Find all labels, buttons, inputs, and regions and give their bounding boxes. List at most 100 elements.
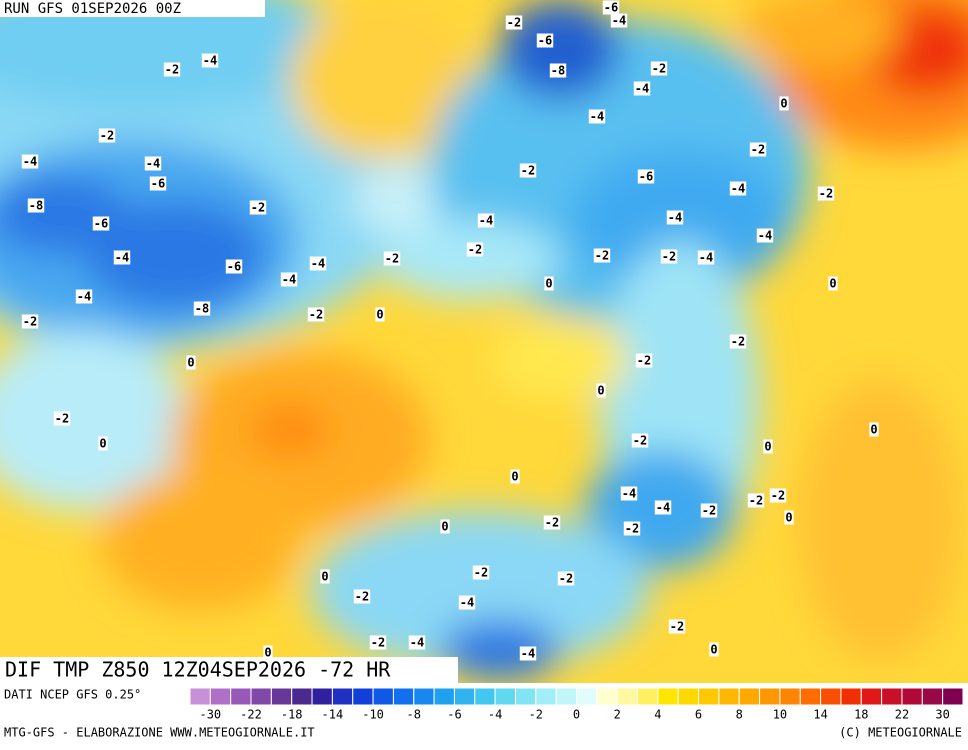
contour-label: 0 [596, 383, 606, 398]
colorbar-label: -4 [488, 708, 502, 722]
contour-label: -4 [280, 272, 298, 287]
colorbar-swatch [596, 687, 618, 706]
contour-label-text: -4 [479, 214, 493, 228]
contour-label-box [747, 493, 765, 508]
contour-label-text: -6 [604, 1, 618, 15]
contour-label-text: -4 [635, 82, 649, 96]
colorbar-swatch [433, 687, 455, 706]
contour-label-box [193, 301, 211, 316]
contour-label-box [637, 169, 655, 184]
contour-label: -2 [98, 128, 116, 143]
contour-label-box [98, 128, 116, 143]
colorbar-swatch [942, 687, 964, 706]
contour-label-box [869, 422, 879, 437]
contour-label: 0 [544, 276, 554, 291]
contour-label-text: -4 [460, 596, 474, 610]
contour-label: 0 [510, 469, 520, 484]
contour-label-box [98, 436, 108, 451]
footer-left: MTG-GFS - ELABORAZIONE WWW.METEOGIORNALE… [4, 726, 315, 740]
colorbar-swatch [738, 687, 761, 706]
contour-label-box [280, 272, 298, 287]
contour-label: -2 [249, 200, 267, 215]
contour-label: -4 [756, 228, 774, 243]
contour-label-box [620, 486, 638, 501]
colorbar-swatch [820, 687, 842, 706]
contour-label-box [660, 249, 678, 264]
contour-label-text: -2 [23, 315, 37, 329]
contour-label-text: -4 [622, 487, 636, 501]
contour-label-text: -2 [637, 354, 651, 368]
contour-label-text: -2 [355, 590, 369, 604]
contour-label-text: -2 [670, 620, 684, 634]
contour-label-box [519, 646, 537, 661]
contour-label-text: 0 [511, 470, 518, 484]
colorbar-swatch [250, 687, 272, 706]
contour-label-box [729, 181, 747, 196]
colorbar-swatch [860, 687, 883, 706]
colorbar-swatch [352, 687, 374, 706]
contour-label: -4 [729, 181, 747, 196]
contour-label-box [369, 635, 387, 650]
colorbar-label: -18 [281, 708, 303, 722]
data-source: DATI NCEP GFS 0.25° [4, 688, 141, 702]
contour-label: 0 [784, 510, 794, 525]
contour-label-text: -4 [311, 257, 325, 271]
contour-label-box [27, 198, 45, 213]
map-field: -2-6-4-6-2-4-8 -2-40-2-4-4 -4-6-2-2 -6-4 -2-… [0, 0, 968, 683]
colorbar-label: 30 [935, 708, 949, 722]
header-box [0, 0, 265, 17]
contour-label-text: -2 [819, 187, 833, 201]
contour-label-box [353, 589, 371, 604]
contour-label-text: 0 [780, 97, 787, 111]
contour-label-text: -4 [146, 157, 160, 171]
contour-label: -4 [144, 156, 162, 171]
contour-label: -4 [588, 109, 606, 124]
contour-label-text: -8 [551, 64, 565, 78]
contour-label-text: -2 [771, 489, 785, 503]
contour-label: -4 [620, 486, 638, 501]
contour-label-text: 0 [870, 423, 877, 437]
contour-label-box [510, 469, 520, 484]
contour-label: -2 [353, 589, 371, 604]
contour-label-box [186, 355, 196, 370]
colorbar-swatch [637, 687, 659, 706]
colorbar-label: -14 [322, 708, 344, 722]
contour-label-box [383, 251, 401, 266]
contour-label-box [144, 156, 162, 171]
contour-label: -6 [536, 33, 554, 48]
contour-label: -2 [729, 334, 747, 349]
colorbar-swatch [677, 687, 700, 706]
contour-label-text: -2 [595, 249, 609, 263]
contour-label-text: -2 [309, 308, 323, 322]
colorbar-swatch [291, 687, 313, 706]
contour-label-box [610, 13, 628, 28]
contour-label-text: -2 [55, 412, 69, 426]
colorbar-label: 10 [773, 708, 787, 722]
contour-label-box [225, 259, 243, 274]
contour-label: -4 [408, 635, 426, 650]
contour-label: -4 [610, 13, 628, 28]
contour-label-text: -2 [468, 243, 482, 257]
contour-label-box [519, 163, 537, 178]
contour-label: -2 [593, 248, 611, 263]
contour-label-box [320, 569, 330, 584]
colorbar-swatch [392, 687, 415, 706]
contour-label-box [472, 565, 490, 580]
colorbar-label: -8 [407, 708, 421, 722]
contour-label: 0 [440, 519, 450, 534]
contour-label-text: -4 [731, 182, 745, 196]
colorbar-swatch [576, 687, 598, 706]
colorbar-swatch [555, 687, 578, 706]
contour-label: -2 [749, 142, 767, 157]
colorbar-swatch [535, 687, 557, 706]
contour-label: -4 [309, 256, 327, 271]
contour-label-text: -4 [758, 229, 772, 243]
colorbar-label: 2 [614, 708, 621, 722]
contour-label-box [769, 488, 787, 503]
contour-label-box [249, 200, 267, 215]
contour-label-text: -2 [545, 516, 559, 530]
contour-label: -2 [631, 433, 649, 448]
contour-label: -2 [668, 619, 686, 634]
contour-label-text: 0 [99, 437, 106, 451]
